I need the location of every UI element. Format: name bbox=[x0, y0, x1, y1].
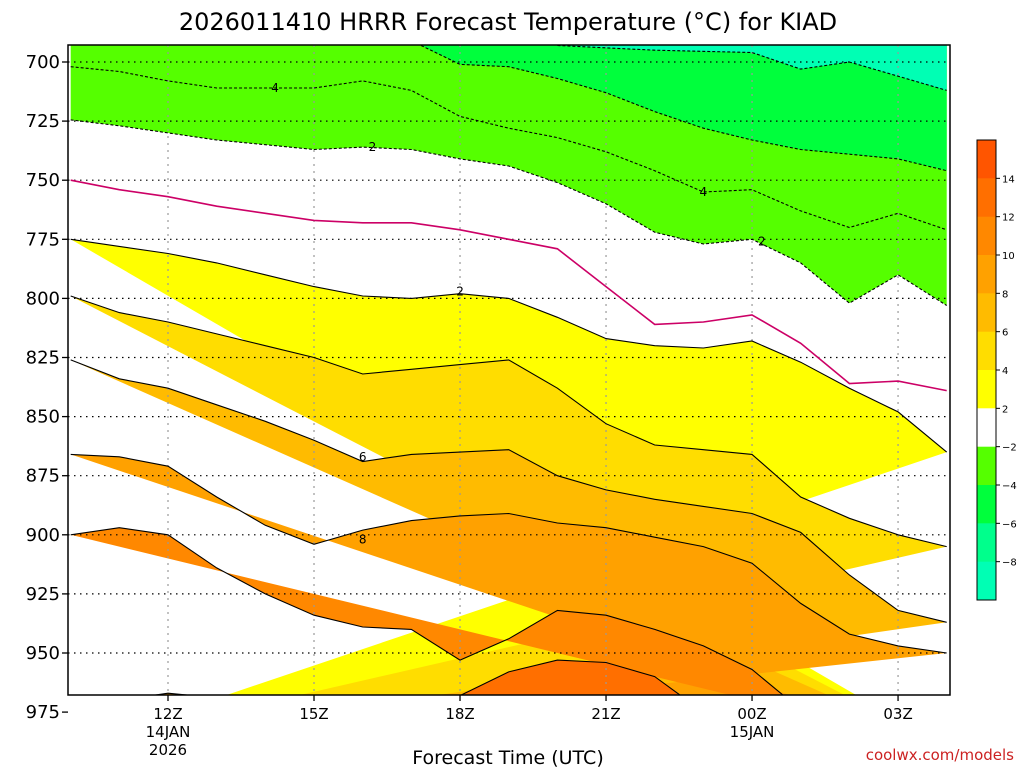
y-tick-label: 950 bbox=[26, 643, 60, 664]
colorbar-band bbox=[977, 255, 996, 294]
contour-line bbox=[70, 66, 947, 231]
y-tick-label: 825 bbox=[26, 348, 60, 369]
x-tick-label: 15Z bbox=[299, 705, 328, 723]
surface-edge bbox=[71, 706, 947, 730]
contour-label: 2 bbox=[369, 140, 377, 154]
colorbar: 14 12 10 8 6 4 2 −2 −4 −6 −8 bbox=[976, 139, 1017, 601]
x-tick-label: 18Z bbox=[445, 705, 474, 723]
colorbar-tick-label: −2 bbox=[1002, 443, 1017, 454]
colorbar-band bbox=[977, 446, 996, 486]
colorbar-tick-label: 2 bbox=[1002, 404, 1008, 415]
contour-line bbox=[557, 45, 947, 91]
orange-dark-region bbox=[155, 693, 187, 695]
y-tick-label: 925 bbox=[26, 584, 60, 605]
red-orange-region bbox=[461, 660, 680, 695]
contour-label: 4 bbox=[700, 185, 708, 199]
y-axis: 700 725 750 775 800 825 850 875 900 925 950 975 bbox=[26, 52, 68, 723]
contour-label: 2 bbox=[758, 235, 766, 249]
colorbar-tick-label: −4 bbox=[1002, 481, 1017, 492]
plot-frame bbox=[67, 44, 951, 696]
orange-region bbox=[70, 527, 783, 695]
contour-line bbox=[420, 45, 947, 172]
colorbar-tick-label: 10 bbox=[1002, 251, 1015, 262]
credit-text: coolwx.com/models bbox=[866, 746, 1014, 764]
contour-label: 2 bbox=[456, 284, 464, 298]
contour-line bbox=[70, 359, 947, 623]
colorbar-band bbox=[977, 408, 996, 448]
contour-label: 8 bbox=[359, 533, 367, 547]
colorbar-tick-label: 12 bbox=[1002, 213, 1015, 224]
colorbar-tick-label: 6 bbox=[1002, 328, 1008, 339]
colorbar-tick-label: 4 bbox=[1002, 366, 1008, 377]
filled-regions bbox=[70, 45, 947, 747]
contour-line bbox=[509, 719, 679, 747]
contour-labels: 4 2 4 2 2 6 8 bbox=[271, 81, 765, 547]
cyan-region bbox=[70, 45, 947, 91]
colorbar-band bbox=[977, 331, 996, 371]
contour-line bbox=[459, 659, 681, 695]
y-tick-label: 900 bbox=[26, 525, 60, 546]
y-tick-label: 750 bbox=[26, 170, 60, 191]
lime-region bbox=[70, 45, 947, 171]
contour-line bbox=[70, 179, 947, 392]
contour-label: 6 bbox=[359, 450, 367, 464]
colorbar-band bbox=[977, 140, 996, 179]
contour-lines bbox=[70, 45, 948, 747]
y-tick-label: 725 bbox=[26, 111, 60, 132]
colorbar-band bbox=[977, 216, 996, 256]
y-tick-label: 700 bbox=[26, 52, 60, 73]
colorbar-tick-label: −8 bbox=[1002, 558, 1017, 569]
colorbar-band bbox=[977, 523, 996, 563]
x-tick-label: 03Z bbox=[883, 705, 912, 723]
contour-line bbox=[70, 295, 947, 548]
contour-line bbox=[70, 238, 948, 453]
colorbar-band bbox=[977, 485, 996, 524]
x-tick-date: 14JAN bbox=[146, 723, 191, 741]
colorbar-tick-label: 14 bbox=[1002, 174, 1015, 185]
x-tick-label: 21Z bbox=[591, 705, 620, 723]
colorbar-band bbox=[977, 178, 996, 218]
colorbar-band bbox=[977, 293, 996, 333]
y-tick-label: 850 bbox=[26, 407, 60, 428]
colorbar-band bbox=[977, 370, 996, 409]
x-tick-date: 15JAN bbox=[730, 723, 775, 741]
orange-light-region bbox=[70, 454, 947, 695]
contour-line bbox=[70, 119, 947, 306]
y-tick-label: 800 bbox=[26, 288, 60, 309]
colorbar-tick-label: 8 bbox=[1002, 289, 1008, 300]
contour-line bbox=[70, 453, 947, 654]
x-tick-year: 2026 bbox=[149, 741, 187, 759]
red-region bbox=[509, 719, 679, 747]
colorbar-band bbox=[977, 561, 996, 601]
x-tick-label: 12Z bbox=[153, 705, 182, 723]
chart-title: 2026011410 HRRR Forecast Temperature (°C… bbox=[179, 8, 837, 36]
colorbar-tick-label: −6 bbox=[1002, 519, 1017, 530]
contour-line bbox=[70, 527, 784, 695]
x-axis-label: Forecast Time (UTC) bbox=[412, 747, 603, 768]
y-tick-label: 775 bbox=[26, 229, 60, 250]
y-tick-label: 975 bbox=[26, 702, 60, 723]
contour-line bbox=[151, 692, 193, 695]
y-tick-label: 875 bbox=[26, 466, 60, 487]
contour-label: 4 bbox=[271, 81, 279, 95]
x-tick-label: 00Z bbox=[737, 705, 766, 723]
